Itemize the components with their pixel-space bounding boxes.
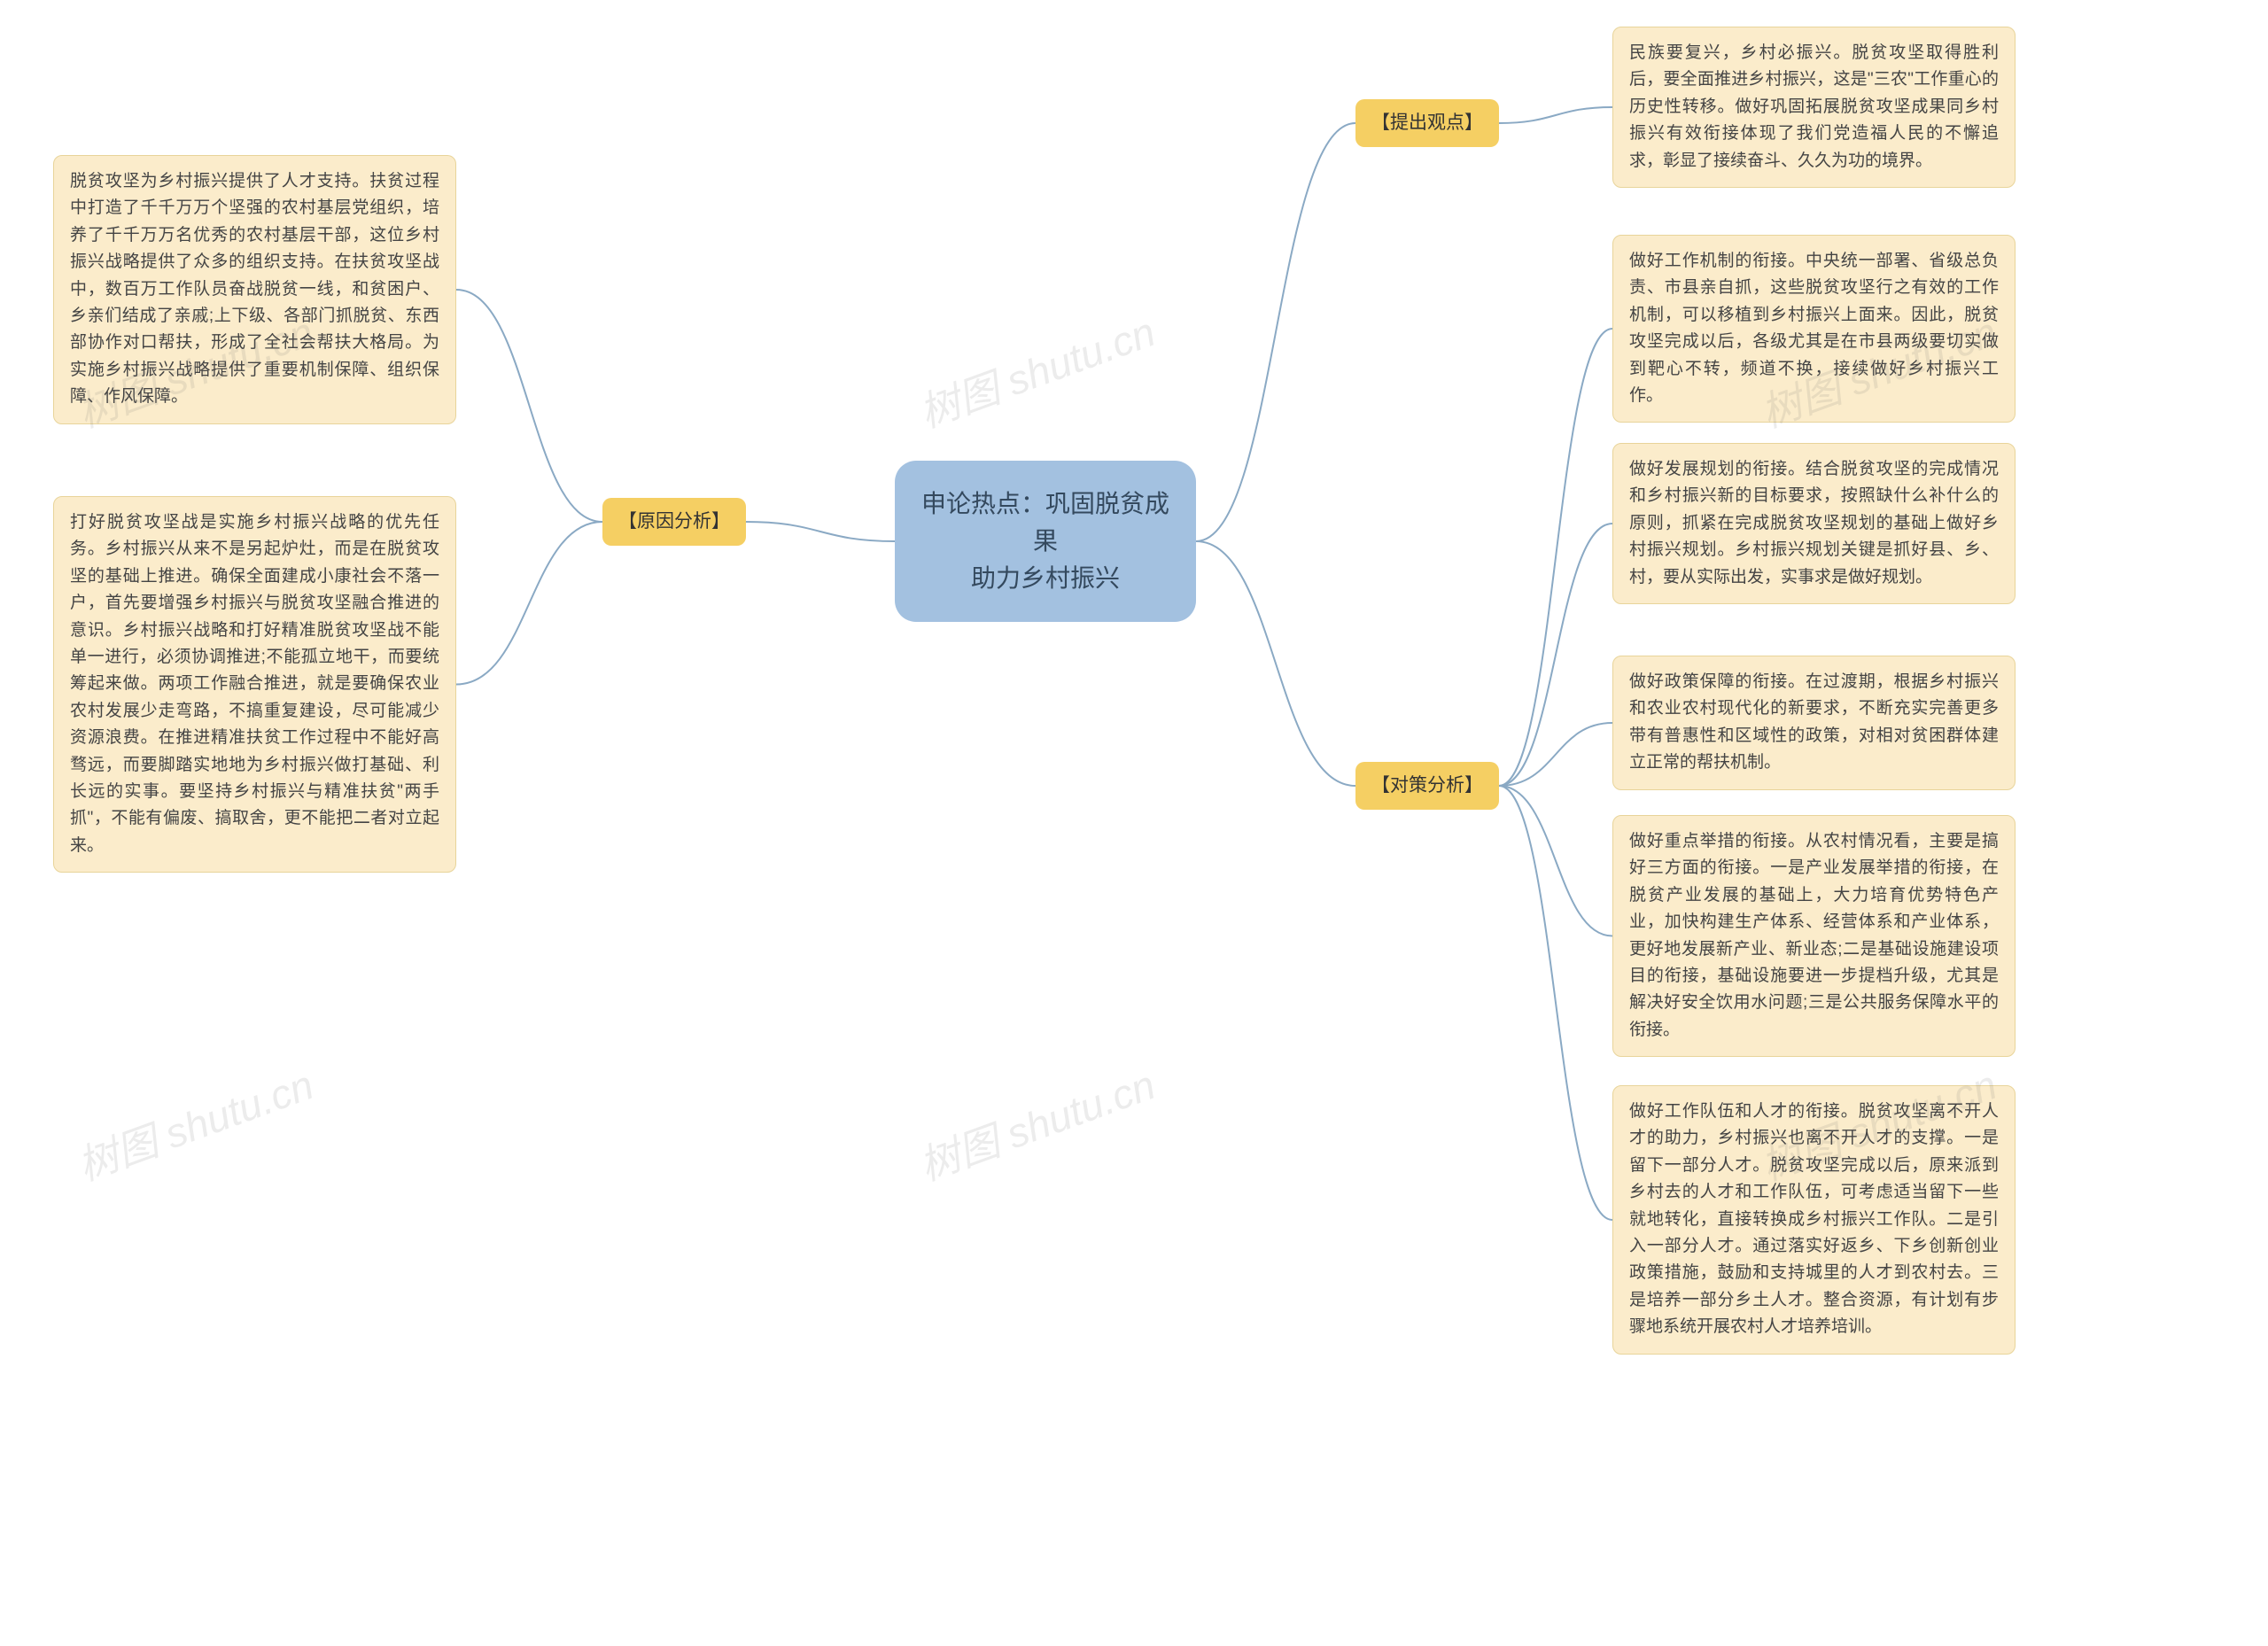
leaf-counter-5[interactable]: 做好工作队伍和人才的衔接。脱贫攻坚离不开人才的助力，乡村振兴也离不开人才的支撑。… xyxy=(1612,1085,2016,1355)
leaf-cause-1[interactable]: 脱贫攻坚为乡村振兴提供了人才支持。扶贫过程中打造了千千万万个坚强的农村基层党组织… xyxy=(53,155,456,424)
branch-cause-analysis[interactable]: 【原因分析】 xyxy=(602,498,746,546)
leaf-counter-3[interactable]: 做好政策保障的衔接。在过渡期，根据乡村振兴和农业农村现代化的新要求，不断充实完善… xyxy=(1612,656,2016,790)
connector-edge xyxy=(1499,329,1612,786)
branch-countermeasures[interactable]: 【对策分析】 xyxy=(1355,762,1499,810)
mindmap-center-node[interactable]: 申论热点：巩固脱贫成果 助力乡村振兴 xyxy=(895,461,1196,622)
connector-edge xyxy=(456,290,602,522)
connector-edge xyxy=(1499,723,1612,786)
leaf-viewpoint-1[interactable]: 民族要复兴，乡村必振兴。脱贫攻坚取得胜利后，要全面推进乡村振兴，这是"三农"工作… xyxy=(1612,27,2016,188)
connector-edge xyxy=(1499,786,1612,1220)
leaf-cause-2[interactable]: 打好脱贫攻坚战是实施乡村振兴战略的优先任务。乡村振兴从来不是另起炉灶，而是在脱贫… xyxy=(53,496,456,873)
leaf-counter-1[interactable]: 做好工作机制的衔接。中央统一部署、省级总负责、市县亲自抓，这些脱贫攻坚行之有效的… xyxy=(1612,235,2016,423)
watermark-text: 树图 shutu.cn xyxy=(910,300,1161,439)
connector-edge xyxy=(1499,107,1612,123)
branch-viewpoint[interactable]: 【提出观点】 xyxy=(1355,99,1499,147)
connector-edge xyxy=(456,522,602,685)
watermark-text: 树图 shutu.cn xyxy=(68,1053,320,1192)
connector-edge xyxy=(1499,786,1612,936)
center-line1: 申论热点：巩固脱贫成果 xyxy=(913,485,1178,560)
leaf-counter-4[interactable]: 做好重点举措的衔接。从农村情况看，主要是搞好三方面的衔接。一是产业发展举措的衔接… xyxy=(1612,815,2016,1057)
connector-edge xyxy=(746,522,895,541)
center-line2: 助力乡村振兴 xyxy=(913,560,1178,597)
connector-edge xyxy=(1499,524,1612,786)
watermark-text: 树图 shutu.cn xyxy=(910,1053,1161,1192)
connector-edge xyxy=(1196,541,1355,786)
leaf-counter-2[interactable]: 做好发展规划的衔接。结合脱贫攻坚的完成情况和乡村振兴新的目标要求，按照缺什么补什… xyxy=(1612,443,2016,604)
connector-edge xyxy=(1196,123,1355,541)
